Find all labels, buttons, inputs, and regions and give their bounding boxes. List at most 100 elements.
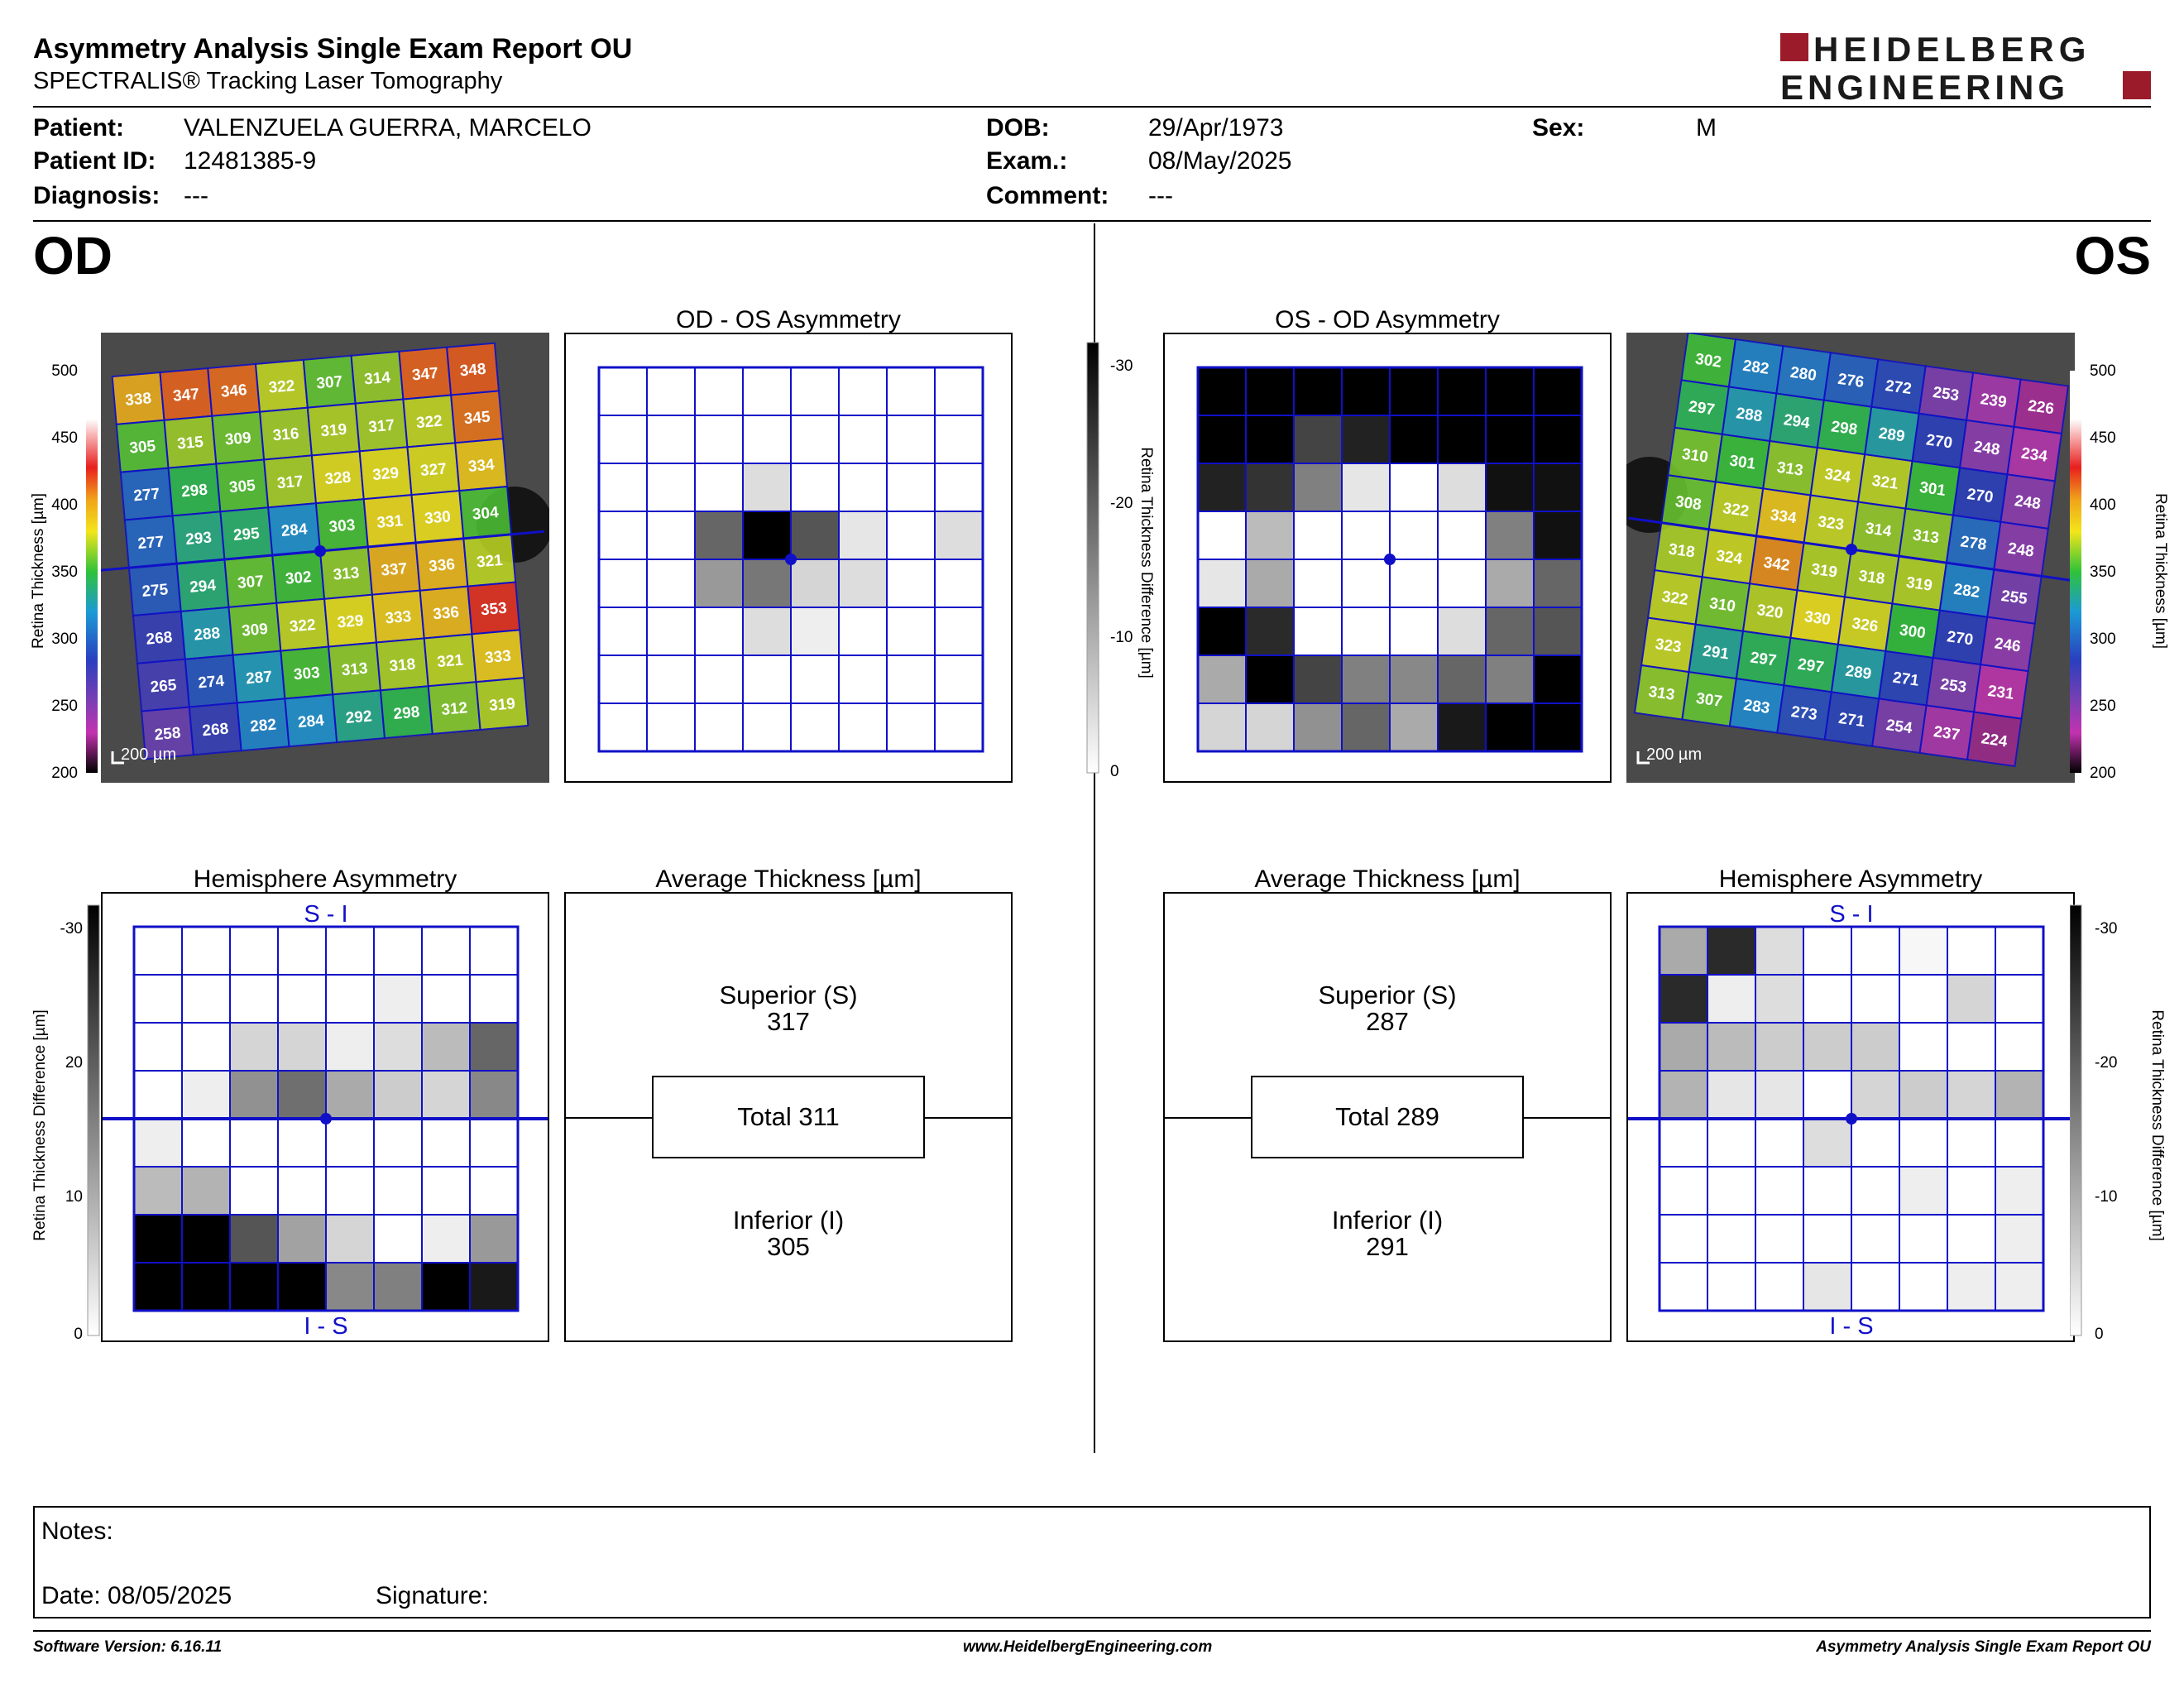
- asymmetry-cell: [229, 1262, 279, 1312]
- od-inferior-value: 305: [767, 1232, 810, 1261]
- thickness-value: 275: [141, 581, 170, 601]
- asymmetry-cell: [373, 1214, 423, 1264]
- asymmetry-cell: [421, 974, 471, 1024]
- thickness-value: 280: [1789, 364, 1818, 385]
- asymmetry-cell: [694, 463, 744, 512]
- svg-text:0: 0: [74, 1326, 83, 1343]
- thickness-value: 321: [476, 552, 504, 572]
- asymmetry-cell: [1293, 415, 1343, 464]
- thickness-value: 274: [198, 673, 226, 693]
- thickness-value: 342: [1762, 554, 1790, 574]
- thickness-value: 330: [424, 508, 451, 528]
- thickness-value: 337: [381, 560, 408, 580]
- thickness-value: 330: [1803, 608, 1832, 629]
- thickness-value: 248: [2014, 492, 2042, 513]
- asymmetry-cell: [1947, 974, 1996, 1024]
- asymmetry-cell: [1851, 1166, 1900, 1216]
- thickness-value: 307: [1695, 690, 1723, 711]
- asymmetry-cell: [325, 1070, 375, 1120]
- asymmetry-cell: [1245, 415, 1295, 464]
- thickness-value: 313: [1912, 526, 1940, 547]
- thickness-value: 334: [1770, 506, 1798, 527]
- asymmetry-cell: [181, 1070, 231, 1120]
- od-superior-value: 317: [767, 1007, 810, 1036]
- diagnosis-label: Diagnosis:: [33, 182, 160, 209]
- asymmetry-cell: [1245, 655, 1295, 704]
- od-hemisphere-title: Hemisphere Asymmetry: [193, 866, 457, 893]
- thickness-tick-label: 450: [51, 429, 78, 447]
- asymmetry-cell: [1995, 926, 2044, 976]
- os-label: OS: [2074, 226, 2151, 285]
- od-thickness-axis-label: Retina Thickness [µm]: [30, 493, 47, 649]
- diff-axis-label-right: Retina Thickness Difference [µm]: [2148, 1009, 2166, 1241]
- asymmetry-cell: [277, 1262, 327, 1312]
- asymmetry-cell: [1899, 1166, 1948, 1216]
- svg-text:-10: -10: [1110, 629, 1133, 646]
- asymmetry-cell: [886, 607, 936, 656]
- asymmetry-cell: [1533, 415, 1583, 464]
- thickness-value: 287: [245, 669, 272, 688]
- asymmetry-cell: [1341, 511, 1391, 560]
- asymmetry-cell: [646, 703, 696, 752]
- thickness-value: 338: [125, 390, 152, 410]
- thickness-value: 308: [1674, 493, 1703, 514]
- asymmetry-cell: [469, 1118, 519, 1168]
- od-superior-label: Superior (S): [719, 981, 858, 1009]
- svg-text:0: 0: [2095, 1326, 2104, 1343]
- od-hemisphere-panel: S - I I - S: [101, 892, 549, 1342]
- asymmetry-cell: [1899, 1262, 1948, 1312]
- thickness-value: 309: [241, 621, 268, 640]
- asymmetry-cell: [469, 1166, 519, 1216]
- thickness-value: 331: [376, 512, 405, 532]
- asymmetry-cell: [1899, 926, 1948, 976]
- thickness-value: 313: [333, 564, 360, 584]
- asymmetry-cell: [1755, 1166, 1804, 1216]
- info-divider: [33, 220, 2151, 222]
- thickness-value: 253: [1939, 676, 1967, 697]
- thickness-value: 270: [1966, 486, 1994, 506]
- asymmetry-cell: [1293, 655, 1343, 704]
- asymmetry-cell: [469, 974, 519, 1024]
- asymmetry-cell: [469, 926, 519, 976]
- thickness-value: 288: [194, 625, 221, 645]
- asymmetry-cell: [229, 1022, 279, 1072]
- thickness-value: 313: [341, 660, 368, 680]
- logo-line1: HEIDELBERG: [1813, 31, 2091, 69]
- fovea-center-marker: [785, 554, 797, 565]
- asymmetry-cell: [1389, 511, 1439, 560]
- asymmetry-cell: [277, 1118, 327, 1168]
- thickness-value: 265: [150, 677, 178, 697]
- thickness-tick-label: 300: [51, 631, 78, 648]
- notes-box[interactable]: Notes: Date: 08/05/2025 Signature:: [33, 1506, 2151, 1618]
- asymmetry-cell: [421, 1166, 471, 1216]
- thickness-value: 307: [237, 573, 264, 592]
- thickness-value: 333: [484, 647, 511, 667]
- asymmetry-cell: [598, 655, 648, 704]
- asymmetry-cell: [421, 926, 471, 976]
- thickness-value: 298: [180, 482, 208, 501]
- software-version: Software Version: 6.16.11: [33, 1638, 223, 1656]
- thickness-tick-label: 500: [51, 362, 78, 380]
- asymmetry-cell: [469, 1214, 519, 1264]
- thickness-value: 300: [1899, 621, 1927, 642]
- asymmetry-cell: [181, 1166, 231, 1216]
- thickness-value: 347: [172, 386, 199, 405]
- comment-label: Comment:: [986, 182, 1109, 209]
- thickness-value: 322: [415, 413, 443, 433]
- asymmetry-cell: [1707, 1118, 1756, 1168]
- asymmetry-cell: [1755, 1118, 1804, 1168]
- thickness-value: 301: [1728, 453, 1757, 473]
- asymmetry-cell: [1197, 367, 1247, 416]
- asymmetry-cell: [277, 926, 327, 976]
- asymmetry-cell: [1293, 607, 1343, 656]
- svg-text:-30: -30: [2095, 920, 2117, 938]
- asymmetry-cell: [598, 367, 648, 416]
- thickness-value: 333: [385, 608, 412, 628]
- thickness-value: 293: [184, 529, 212, 549]
- thickness-value: 310: [1681, 445, 1709, 466]
- asymmetry-cell: [1803, 974, 1852, 1024]
- thickness-value: 270: [1946, 628, 1974, 649]
- thickness-value: 319: [320, 421, 347, 441]
- asymmetry-cell: [181, 974, 231, 1024]
- asymmetry-cell: [181, 926, 231, 976]
